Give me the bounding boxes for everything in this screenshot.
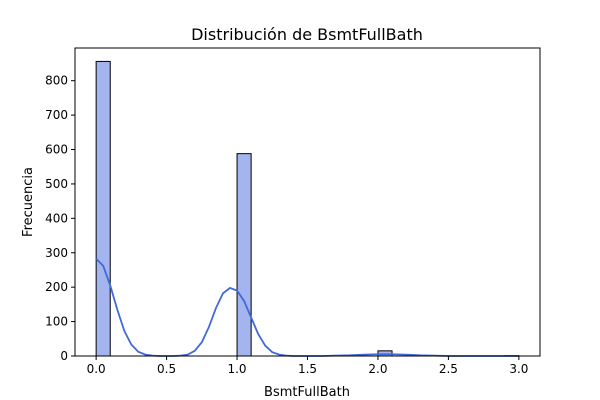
y-axis-label: Frecuencia (21, 167, 36, 237)
y-tick-label: 600 (45, 143, 68, 157)
histogram-bar-1 (236, 153, 252, 357)
x-axis-label: BsmtFullBath (264, 385, 350, 400)
y-axis: 0 100 200 300 400 500 600 700 800 (45, 74, 75, 363)
kde-line (95, 257, 519, 357)
y-tick-label: 400 (45, 211, 68, 225)
y-tick-label: 700 (45, 108, 68, 122)
x-axis: 0.0 0.5 1.0 1.5 2.0 2.5 3.0 (87, 356, 528, 376)
plot-area (95, 60, 520, 357)
chart-title: Distribución de BsmtFullBath (191, 25, 423, 44)
y-tick-label: 300 (45, 246, 68, 260)
x-tick-label: 2.5 (439, 362, 458, 376)
y-tick-label: 0 (60, 349, 68, 363)
x-tick-label: 1.5 (298, 362, 317, 376)
y-tick-label: 100 (45, 315, 68, 329)
x-tick-label: 0.5 (157, 362, 176, 376)
x-tick-label: 3.0 (509, 362, 528, 376)
histogram-bar-0 (95, 60, 111, 357)
axes-frame (74, 47, 541, 357)
y-tick-label: 800 (45, 74, 68, 88)
y-tick-label: 500 (45, 177, 68, 191)
x-tick-label: 0.0 (87, 362, 106, 376)
x-tick-label: 1.0 (227, 362, 246, 376)
x-tick-label: 2.0 (368, 362, 387, 376)
y-tick-label: 200 (45, 280, 68, 294)
